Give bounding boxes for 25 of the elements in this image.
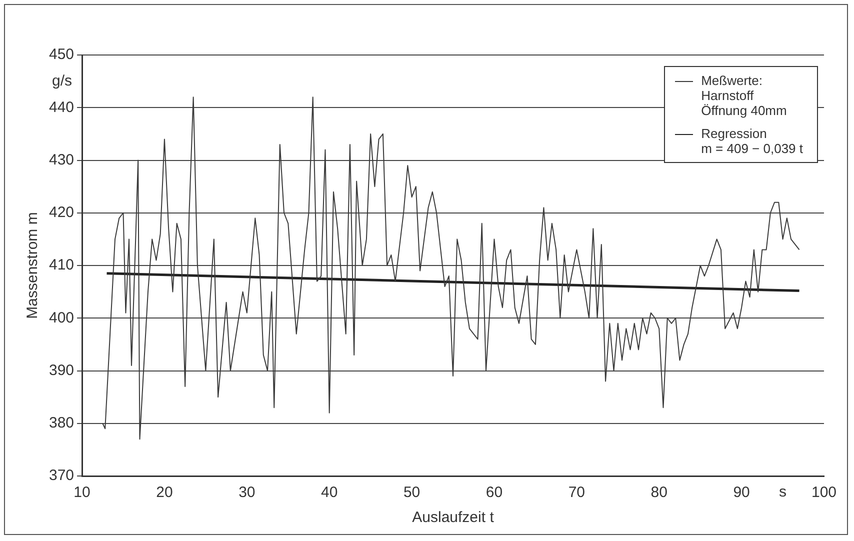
x-tick-label: 70 <box>568 484 586 502</box>
y-tick-label: 380 <box>48 414 74 432</box>
y-tick-label: 400 <box>48 309 74 326</box>
y-tick-label: 450 <box>48 46 74 64</box>
x-axis-title: Auslaufzeit t <box>412 509 495 526</box>
x-tick-label: 90 <box>733 484 750 502</box>
y-tick-label: 410 <box>48 256 74 274</box>
x-tick-label: 20 <box>156 484 173 502</box>
y-tick-label: 390 <box>48 362 74 379</box>
x-tick-label: 100 <box>811 484 837 502</box>
x-tick-label: 40 <box>321 484 338 502</box>
x-tick-label: 10 <box>74 484 90 502</box>
legend-label: Meßwerte: Harnstoff Öffnung 40mm <box>701 73 787 118</box>
y-tick-label: 420 <box>48 204 74 222</box>
legend-label: Regression m = 409 − 0,039 t <box>701 126 803 156</box>
x-tick-label: 30 <box>238 484 256 502</box>
y-axis-title: Massenstrom m <box>24 212 42 319</box>
x-tick-label: 60 <box>486 484 503 502</box>
y-tick-label: 440 <box>48 98 74 116</box>
x-tick-label: 80 <box>650 484 668 502</box>
text: g/s <box>52 72 72 90</box>
x-tick-label: 50 <box>403 484 420 502</box>
y-tick-label: 370 <box>48 467 74 484</box>
y-tick-label: 430 <box>48 151 74 168</box>
text: s <box>779 484 787 501</box>
